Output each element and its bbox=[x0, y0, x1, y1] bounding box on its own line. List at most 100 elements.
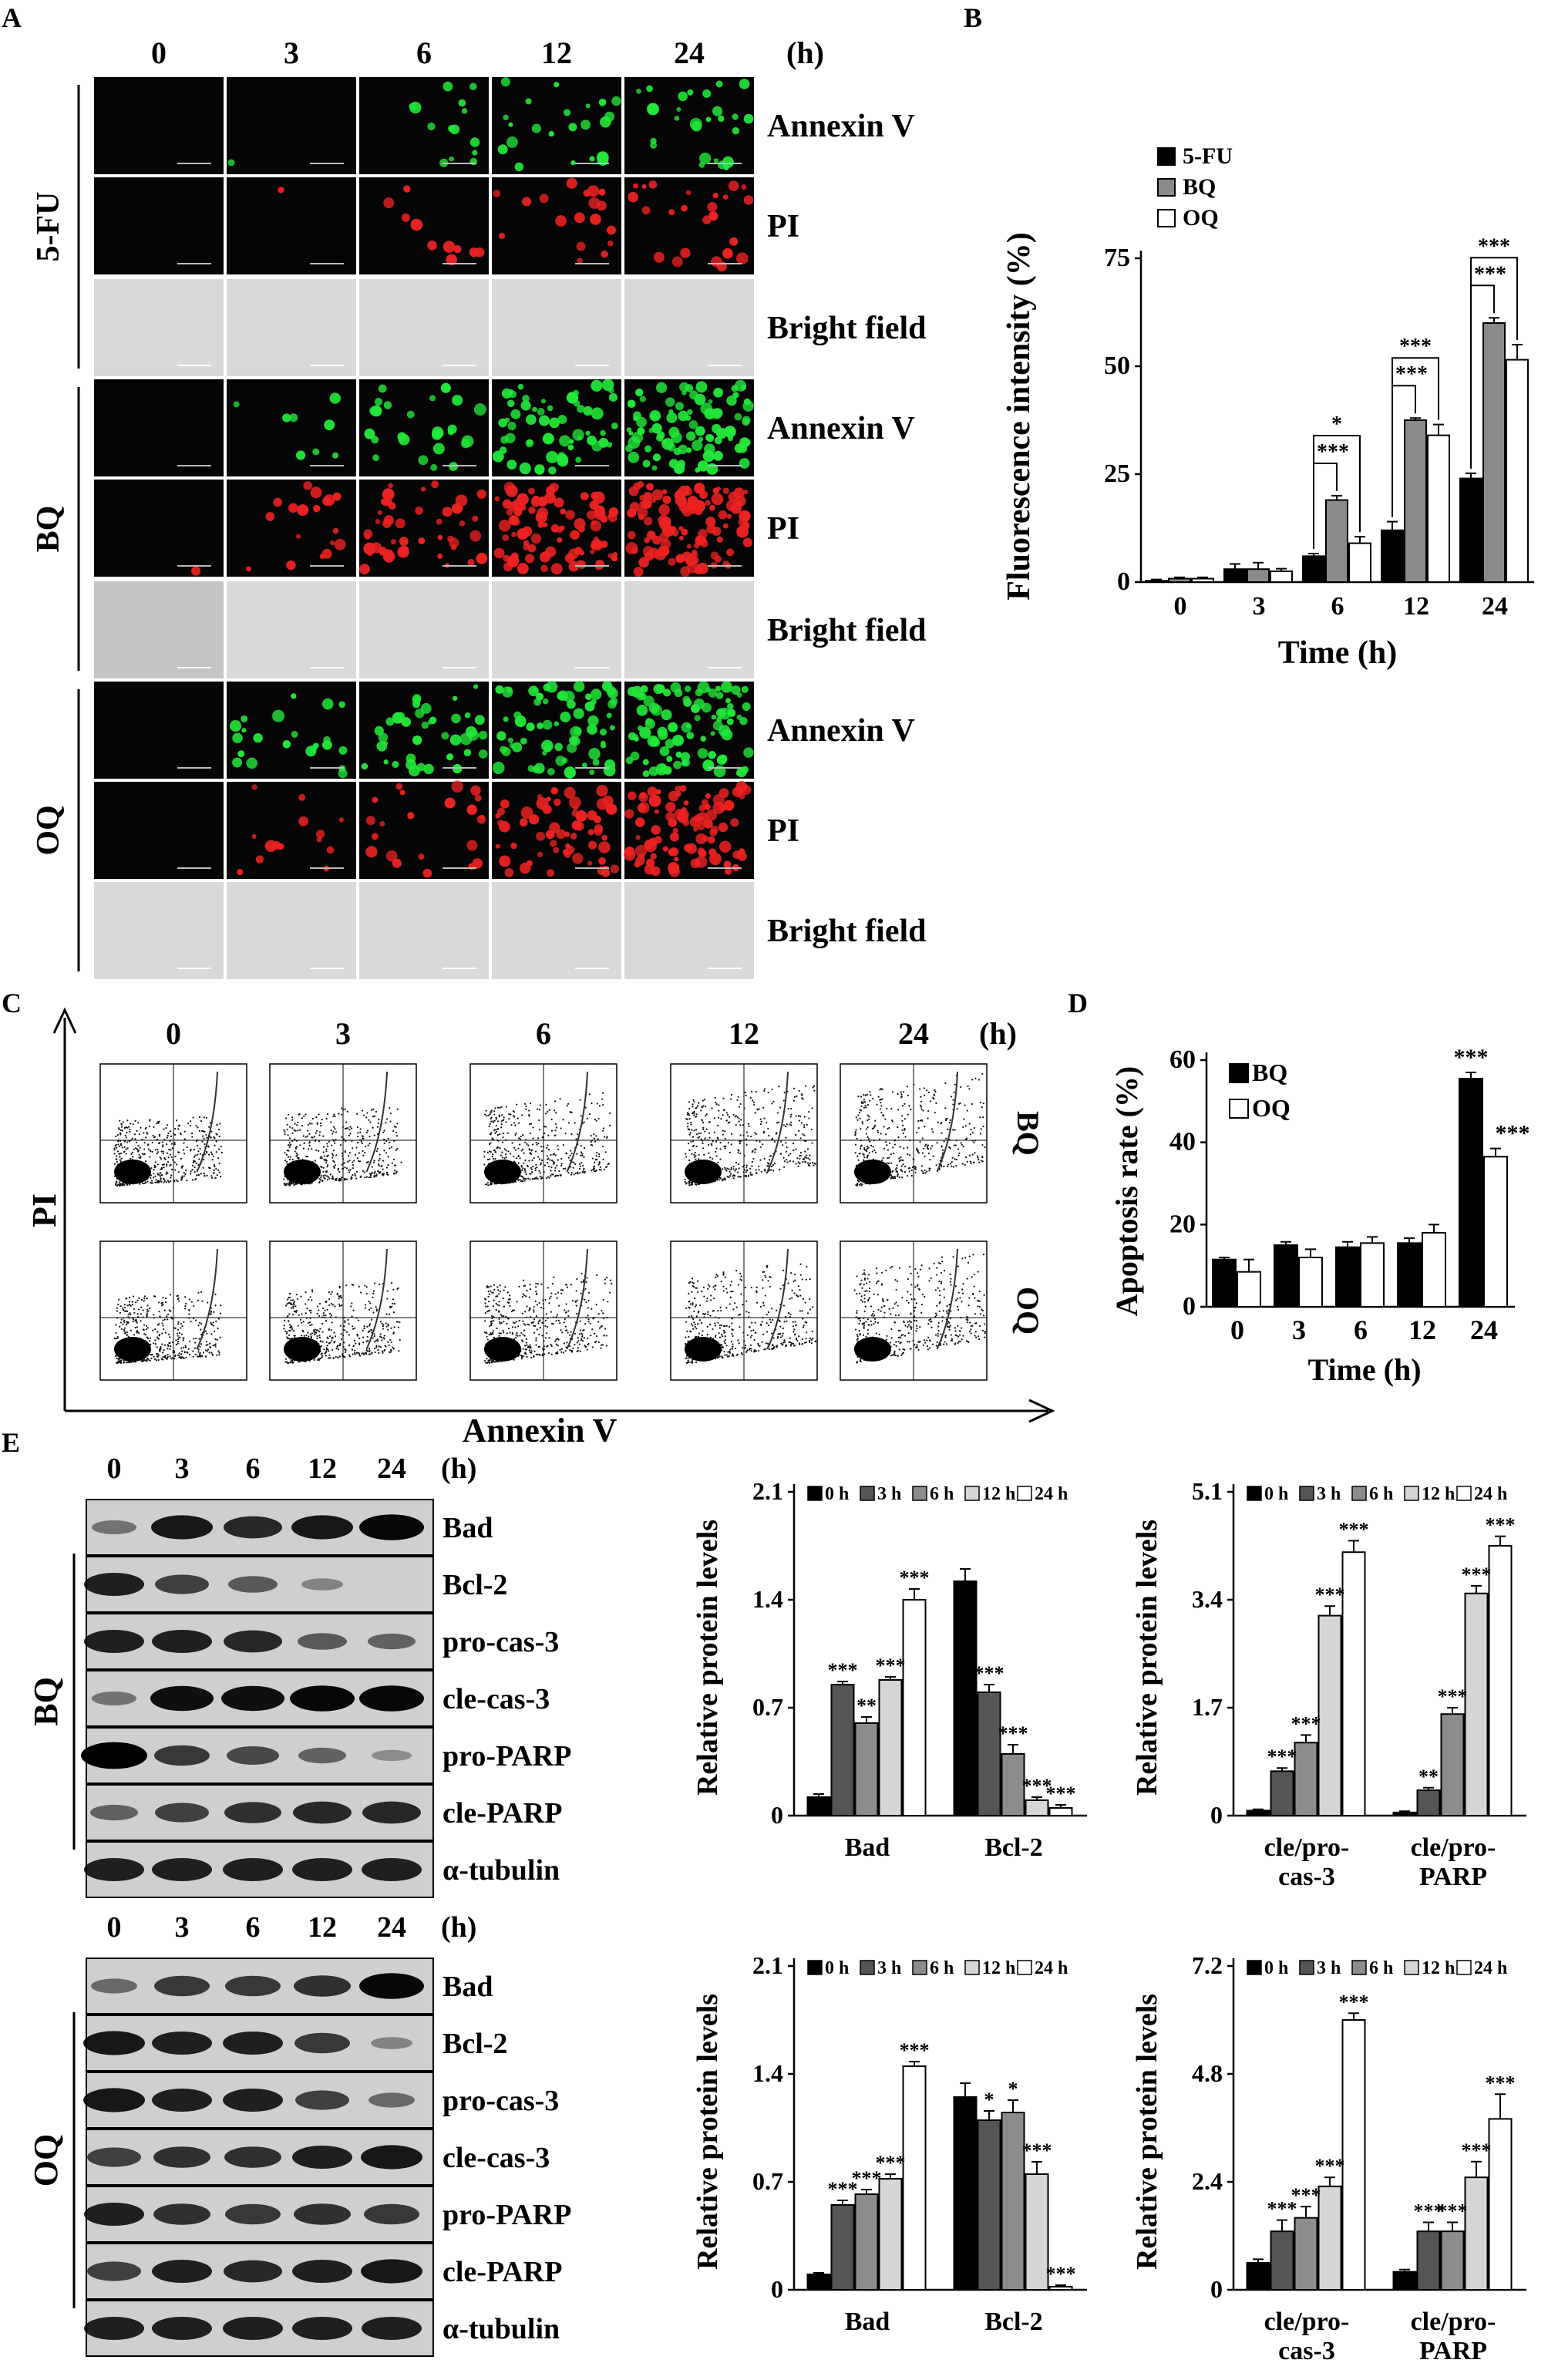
cell-dot bbox=[525, 98, 532, 105]
event-dot bbox=[217, 1318, 220, 1320]
event-dot bbox=[121, 1146, 123, 1149]
event-dot bbox=[210, 1323, 214, 1325]
event-dot bbox=[143, 1300, 145, 1302]
cell-dot bbox=[688, 420, 698, 429]
event-dot bbox=[352, 1328, 355, 1330]
event-dot bbox=[342, 1328, 345, 1331]
event-dot bbox=[139, 1183, 141, 1185]
event-dot bbox=[702, 1121, 705, 1124]
event-dot bbox=[318, 1336, 321, 1338]
event-dot bbox=[538, 1170, 540, 1172]
event-dot bbox=[151, 1150, 153, 1153]
event-dot bbox=[879, 1138, 881, 1140]
event-dot bbox=[378, 1119, 380, 1121]
event-dot bbox=[120, 1359, 123, 1362]
pi-image bbox=[359, 782, 489, 879]
event-dot bbox=[379, 1283, 381, 1286]
x-tick-label: 12 bbox=[1403, 592, 1429, 621]
cell-dot bbox=[607, 699, 617, 709]
event-dot bbox=[378, 1164, 380, 1166]
cell-dot bbox=[383, 740, 389, 746]
event-dot bbox=[595, 1155, 597, 1157]
event-dot bbox=[334, 1128, 336, 1130]
event-dot bbox=[957, 1154, 960, 1156]
event-dot bbox=[305, 1113, 307, 1116]
event-dot bbox=[927, 1117, 929, 1119]
event-dot bbox=[171, 1147, 173, 1150]
cell-dot bbox=[583, 406, 593, 416]
event-dot bbox=[163, 1157, 166, 1160]
cell-dot bbox=[712, 192, 718, 199]
event-dot bbox=[183, 1172, 185, 1174]
cell-dot bbox=[585, 103, 591, 109]
event-dot bbox=[306, 1317, 308, 1319]
event-dot bbox=[380, 1336, 382, 1338]
event-dot bbox=[153, 1317, 155, 1319]
event-dot bbox=[902, 1163, 904, 1166]
event-dot bbox=[327, 1337, 329, 1340]
cell-dot bbox=[469, 137, 480, 147]
cell-dot bbox=[657, 726, 668, 737]
event-dot bbox=[924, 1094, 926, 1096]
event-dot bbox=[294, 1305, 297, 1308]
event-dot bbox=[598, 1163, 601, 1165]
event-dot bbox=[550, 1166, 553, 1169]
event-dot bbox=[787, 1108, 789, 1110]
event-dot bbox=[574, 1122, 576, 1124]
event-dot bbox=[210, 1321, 212, 1325]
event-dot bbox=[560, 1163, 563, 1165]
event-dot bbox=[140, 1320, 142, 1322]
event-dot bbox=[366, 1129, 369, 1132]
event-dot bbox=[366, 1325, 368, 1328]
cell-dot bbox=[232, 757, 243, 768]
event-dot bbox=[163, 1166, 165, 1169]
event-dot bbox=[212, 1172, 215, 1174]
event-dot bbox=[169, 1336, 171, 1338]
cell-dot bbox=[452, 695, 458, 702]
event-dot bbox=[807, 1157, 809, 1160]
event-dot bbox=[291, 1119, 294, 1121]
event-dot bbox=[863, 1156, 866, 1159]
event-dot bbox=[809, 1162, 812, 1164]
cell-dot bbox=[441, 732, 449, 740]
event-dot bbox=[762, 1143, 764, 1146]
event-dot bbox=[934, 1090, 937, 1093]
event-dot bbox=[141, 1138, 143, 1141]
event-dot bbox=[903, 1091, 905, 1093]
event-dot bbox=[180, 1179, 183, 1181]
event-dot bbox=[318, 1315, 321, 1317]
event-dot bbox=[341, 1155, 344, 1157]
event-dot bbox=[331, 1177, 334, 1180]
event-dot bbox=[161, 1141, 163, 1143]
event-dot bbox=[213, 1136, 215, 1138]
event-dot bbox=[548, 1177, 550, 1179]
event-dot bbox=[345, 1167, 348, 1170]
event-dot bbox=[487, 1184, 490, 1187]
event-dot bbox=[691, 1129, 693, 1131]
event-dot bbox=[591, 1170, 593, 1172]
event-dot bbox=[524, 1159, 527, 1162]
cell-dot bbox=[628, 191, 638, 203]
event-dot bbox=[351, 1140, 353, 1143]
event-dot bbox=[301, 1321, 303, 1324]
cell-dot bbox=[677, 460, 686, 468]
event-dot bbox=[500, 1126, 503, 1129]
event-dot bbox=[730, 1166, 732, 1169]
event-dot bbox=[692, 1099, 695, 1101]
event-dot bbox=[519, 1335, 521, 1337]
event-dot bbox=[365, 1353, 368, 1355]
event-dot bbox=[177, 1125, 180, 1127]
event-dot bbox=[335, 1154, 338, 1156]
event-dot bbox=[864, 1094, 867, 1096]
cell-dot bbox=[697, 460, 709, 472]
event-dot bbox=[340, 1338, 343, 1341]
x-axis-label: Time (h) bbox=[1278, 635, 1397, 671]
event-dot bbox=[797, 1165, 799, 1167]
bar bbox=[1191, 577, 1214, 584]
cell-dot bbox=[715, 685, 722, 692]
event-dot bbox=[605, 1335, 607, 1337]
event-dot bbox=[490, 1120, 493, 1123]
event-dot bbox=[930, 1145, 934, 1147]
event-dot bbox=[167, 1132, 170, 1135]
